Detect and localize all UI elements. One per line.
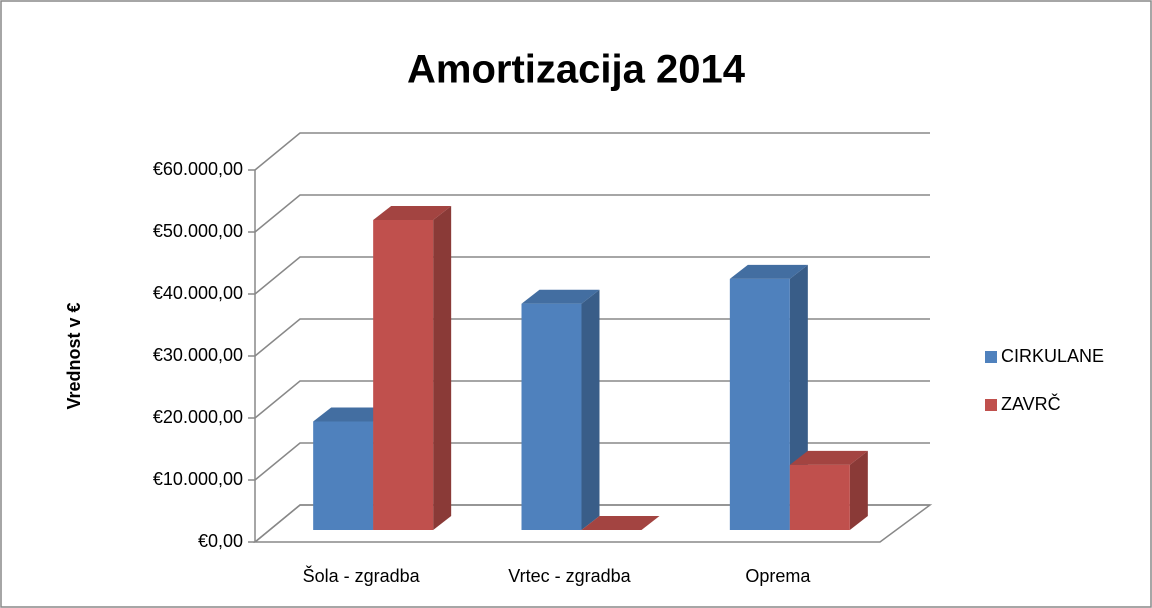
grid-line [254, 442, 930, 481]
y-axis-title: Vrednost v € [64, 302, 84, 409]
y-tick-label: €0,00 [198, 531, 243, 551]
bar-top [373, 206, 452, 220]
bar-side [433, 206, 452, 530]
bar-top [729, 264, 808, 279]
grid-line [254, 194, 930, 233]
bar [521, 289, 600, 530]
y-tick-label: €50.000,00 [153, 221, 243, 241]
legend-swatch [985, 399, 997, 411]
bar-top [313, 407, 392, 422]
bar-top [581, 516, 660, 530]
bar [581, 516, 660, 530]
legend-label: ZAVRČ [1001, 393, 1061, 414]
bar-front [373, 220, 434, 530]
legend-label: CIRKULANE [1001, 346, 1104, 366]
bar-front [729, 278, 790, 530]
bar-front [789, 464, 850, 530]
x-tick-label: Vrtec - zgradba [508, 566, 631, 586]
bar-side [581, 289, 600, 530]
grid-line [254, 380, 930, 419]
x-tick-label: Šola - zgradba [303, 565, 421, 586]
legend-swatch [985, 351, 997, 363]
grid-line [254, 132, 930, 171]
bar [373, 206, 452, 530]
bar-side [849, 450, 868, 530]
bar-front [521, 303, 582, 530]
grid-line [254, 256, 930, 295]
chart-title: Amortizacija 2014 [407, 48, 746, 92]
y-tick-label: €30.000,00 [153, 345, 243, 365]
y-tick-label: €60.000,00 [153, 159, 243, 179]
bar [789, 450, 868, 530]
grid-line [254, 318, 930, 357]
x-tick-label: Oprema [745, 566, 811, 586]
bar-top [521, 289, 600, 304]
bar-front [313, 421, 374, 530]
grid-line [254, 504, 930, 543]
bar-top [789, 450, 868, 465]
y-tick-label: €20.000,00 [153, 407, 243, 427]
y-tick-label: €10.000,00 [153, 469, 243, 489]
y-tick-label: €40.000,00 [153, 283, 243, 303]
